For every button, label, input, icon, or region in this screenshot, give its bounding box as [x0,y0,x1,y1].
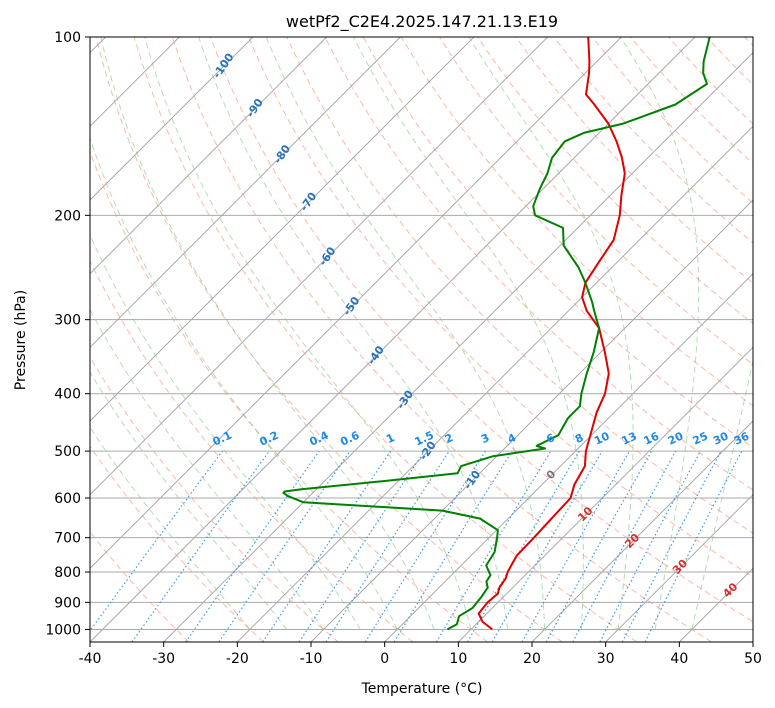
x-tick-label: -20 [226,651,249,667]
y-tick-label: 200 [54,208,81,224]
isotherm-line [236,125,753,642]
mixing-ratio-line [262,450,392,642]
mixing-ratio-line [545,450,653,642]
isotherm-line [531,420,753,642]
background-lines [90,37,753,642]
y-tick-label: 300 [54,313,81,329]
y-tick-label: 900 [54,595,81,611]
moist-adiabat [90,426,251,630]
isotherm-line [310,199,753,642]
moist-adiabat [144,37,472,630]
mixing-ratio-label: 36 [732,429,752,447]
mixing-ratio-line [298,450,425,642]
x-tick-label: 40 [670,651,688,667]
mixing-ratio-line [644,450,743,642]
x-tick-label: 10 [449,651,467,667]
chart-title: wetPf2_C2E4.2025.147.21.13.E19 [286,12,558,32]
isotherm-line [90,37,254,201]
dry-adiabat [248,37,753,578]
isotherm-line [90,37,696,642]
mixing-ratio-line [393,450,513,642]
moist-adiabat [90,136,398,630]
dry-adiabat [171,37,712,642]
x-tick-label: -10 [300,651,323,667]
mixing-ratio-line [131,450,270,642]
moist-adiabat [90,371,288,630]
isotherm-line [90,37,401,349]
moist-adiabat [620,37,700,630]
isotherm-line [90,37,622,570]
x-tick-label: -30 [152,651,175,667]
mixing-ratio-line [325,450,450,642]
profile-lines [282,37,711,631]
x-tick-label: 20 [523,651,541,667]
y-tick-label: 700 [54,531,81,547]
mixing-ratio-label: 16 [642,429,662,447]
y-tick-label: 800 [54,565,81,581]
y-axis-label: Pressure (hPa) [13,290,29,390]
temperature-profile [477,37,626,631]
moist-adiabat [90,308,324,630]
x-axis-label: Temperature (°C) [361,681,483,697]
isotherm-line [90,37,549,496]
mixing-ratio-label: 25 [691,430,710,448]
x-tick-label: 30 [597,651,615,667]
moist-adiabat [468,37,634,630]
isotherm-line [90,37,475,422]
axis-ticks: -40 -30 -20 -10 0 10 20 30 40 50 100 200 300 400 500 60… [45,30,762,667]
y-tick-label: 400 [54,387,81,403]
moist-adiabat [198,37,509,630]
moist-adiabat [100,37,435,630]
mixing-ratio-label: 10 [592,429,612,447]
dry-adiabat [286,37,753,534]
mixing-ratio-label: 30 [711,429,731,447]
y-tick-label: 500 [54,444,81,460]
mixing-ratio-line [521,450,631,642]
x-tick-label: -40 [79,651,102,667]
dry-adiabat [133,37,638,642]
plot-frame [89,36,754,643]
dry-adiabat [324,37,753,491]
moist-adiabat [691,358,753,630]
dry-adiabat [90,259,414,642]
y-tick-label: 600 [54,491,81,507]
mixing-ratio-line [572,450,677,642]
dry-adiabat [90,356,339,642]
x-tick-label: 0 [380,651,389,667]
mixing-ratio-line [218,450,351,642]
moist-adiabat [90,233,361,630]
isotherm-line [605,493,753,642]
y-tick-label: 1000 [45,622,81,638]
dry-adiabat [95,37,563,642]
mixing-ratio-line [90,450,223,632]
dewpoint-profile [282,37,711,631]
mixing-ratio-label: 20 [666,429,686,447]
isotherm-line [163,51,753,642]
dry-adiabat [90,445,264,642]
dry-adiabat [210,37,753,623]
x-tick-label: 50 [744,651,762,667]
isotherm-line [384,272,753,642]
mixing-ratio-label: 13 [620,430,639,448]
dry-adiabat [515,37,753,284]
isotherm-line [457,346,753,642]
y-tick-label: 100 [54,30,81,46]
isotherm-line [90,37,328,275]
mixing-ratio-line [185,450,320,642]
moist-adiabat [265,37,546,630]
